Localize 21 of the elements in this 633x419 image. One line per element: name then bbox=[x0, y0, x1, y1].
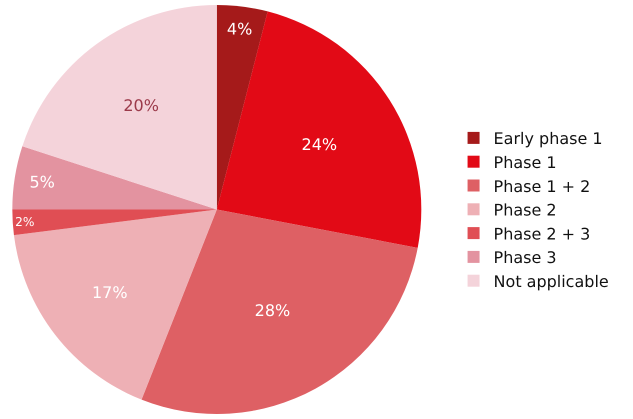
data-label: 4% bbox=[226, 20, 252, 39]
pie-slice bbox=[216, 5, 268, 210]
pie-slice bbox=[22, 5, 217, 210]
pie-slice bbox=[14, 210, 217, 400]
data-label: 24% bbox=[302, 134, 338, 154]
pie-slice bbox=[12, 210, 217, 236]
legend-label: Phase 2 + 3 bbox=[494, 224, 590, 244]
legend-label: Early phase 1 bbox=[494, 129, 603, 148]
legend-label: Phase 1 + 2 bbox=[494, 176, 590, 196]
data-label: 20% bbox=[123, 96, 159, 115]
legend-label: Phase 3 bbox=[494, 248, 557, 268]
data-label: 28% bbox=[254, 301, 290, 320]
pie-slice bbox=[216, 11, 421, 248]
pie-slice bbox=[12, 146, 217, 210]
legend-label: Phase 1 bbox=[494, 152, 557, 172]
data-label: 17% bbox=[92, 283, 128, 302]
legend-label: Not applicable bbox=[494, 272, 609, 291]
legend-label: Phase 2 bbox=[494, 200, 557, 220]
data-label: 5% bbox=[29, 172, 55, 192]
data-label: 2% bbox=[15, 214, 34, 229]
pie-slice bbox=[142, 210, 418, 414]
